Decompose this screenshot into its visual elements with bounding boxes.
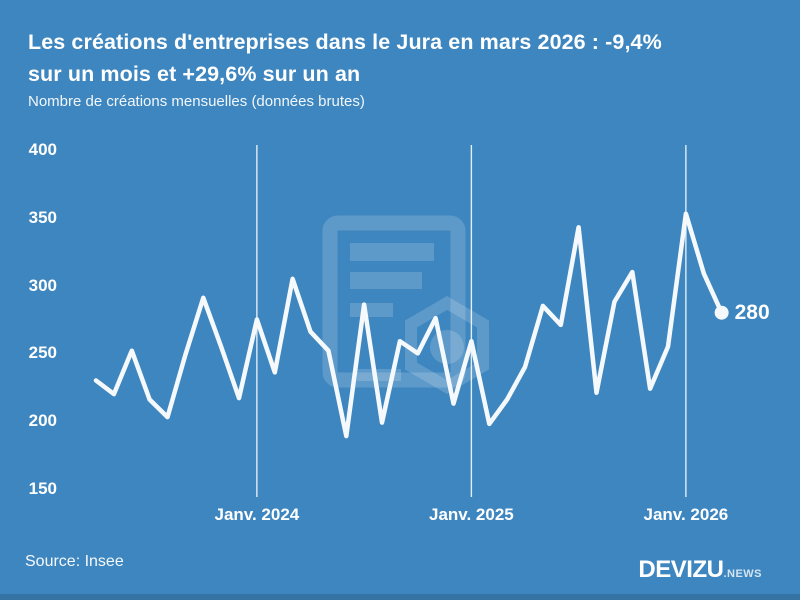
x-axis-label: Janv. 2025 bbox=[428, 505, 514, 524]
watermark-hexagon-icon bbox=[405, 296, 489, 394]
y-axis-label: 400 bbox=[28, 140, 57, 159]
source-label: Source: Insee bbox=[25, 553, 124, 570]
x-axis-label: Janv. 2024 bbox=[214, 505, 300, 524]
page-title: Les créations d'entreprises dans le Jura… bbox=[28, 26, 778, 90]
title-line-1: Les créations d'entreprises dans le Jura… bbox=[28, 30, 662, 54]
watermark-text-bar-icon bbox=[350, 243, 434, 261]
x-axis-label: Janv. 2026 bbox=[643, 505, 729, 524]
brand-name: DEVIZU bbox=[638, 556, 724, 583]
y-axis-label: 250 bbox=[28, 343, 57, 363]
brand-suffix-label: .NEWS bbox=[723, 568, 762, 580]
brand-logo: DEVIZU .NEWS bbox=[638, 556, 762, 584]
data-line-series bbox=[93, 211, 724, 439]
y-axis-label: 300 bbox=[28, 275, 57, 295]
end-point-value-label: 280 bbox=[734, 300, 770, 324]
watermark-text-bar-icon bbox=[350, 303, 393, 317]
bottom-accent-bar bbox=[0, 594, 800, 600]
y-axis-label: 350 bbox=[28, 207, 57, 227]
watermark-text-bar-icon bbox=[350, 272, 422, 289]
y-axis-label: 150 bbox=[28, 479, 57, 498]
watermark-hexagon-dot-icon bbox=[430, 330, 464, 364]
watermark-document-icon bbox=[322, 215, 466, 388]
title-line-2: sur un mois et +29,6% sur un an bbox=[28, 62, 361, 86]
chart-subtitle: Nombre de créations mensuelles (données … bbox=[28, 93, 365, 110]
end-point-dot bbox=[714, 305, 729, 320]
y-axis-label: 200 bbox=[28, 411, 57, 431]
